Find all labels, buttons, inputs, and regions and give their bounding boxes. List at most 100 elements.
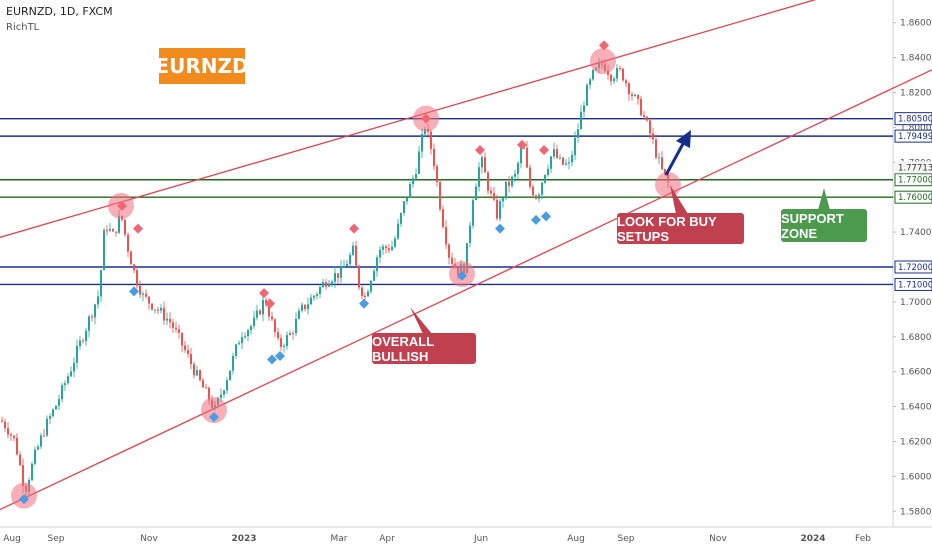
candle-body: [646, 116, 648, 121]
candle-body: [70, 371, 72, 377]
candle-body: [559, 157, 561, 159]
candle-body: [583, 105, 585, 112]
candle-body: [124, 219, 126, 235]
look-for-buy-callout: LOOK FOR BUY SETUPS: [617, 213, 744, 244]
red-diamond-marker: [349, 223, 359, 234]
candle-body: [547, 168, 549, 175]
candle-body: [19, 454, 21, 466]
candle-body: [325, 282, 327, 287]
red-diamond-marker: [539, 145, 549, 156]
candle-body: [616, 68, 618, 79]
candle-body: [469, 225, 471, 244]
candle-body: [475, 186, 477, 201]
candle-body: [412, 178, 414, 184]
level-label-box: [894, 112, 932, 126]
price-tick-label: 1.84000: [900, 54, 932, 64]
time-tick-label: Sep: [48, 534, 65, 544]
candle-body: [193, 364, 195, 376]
candle-body: [436, 166, 438, 183]
candle-body: [331, 281, 333, 285]
price-tick-label: 1.68000: [900, 333, 932, 343]
candle-body: [166, 318, 168, 321]
blue-diamond-marker: [267, 354, 277, 365]
pivot-highlight-circle: [590, 48, 616, 75]
candle-body: [61, 385, 63, 400]
candle-body: [658, 157, 660, 159]
candle-body: [397, 223, 399, 239]
overall-bullish-callout: OVERALL BULLISH: [372, 333, 476, 364]
candle-body: [586, 84, 588, 106]
look-for-buy-pointer: [670, 185, 688, 214]
blue-diamond-marker: [541, 211, 551, 222]
time-tick-label: Aug: [3, 534, 21, 544]
candle-body: [37, 446, 39, 450]
candle-body: [94, 304, 96, 318]
candle-body: [319, 287, 321, 295]
candle-body: [76, 346, 78, 363]
candle-body: [622, 68, 624, 81]
candle-body: [127, 234, 129, 252]
time-tick-label: Sep: [618, 534, 635, 544]
candle-body: [220, 394, 222, 398]
price-tick-label: 1.86000: [900, 19, 932, 29]
candle-body: [274, 319, 276, 333]
candle-body: [631, 94, 633, 96]
candle-body: [565, 163, 567, 165]
price-tick-label: 1.64000: [900, 403, 932, 413]
candle-body: [445, 227, 447, 245]
price-tick-label: 1.66000: [900, 368, 932, 378]
candle-body: [7, 428, 9, 435]
time-tick-label: Aug: [567, 534, 585, 544]
candle-body: [406, 197, 408, 202]
overall-bullish-pointer: [410, 307, 432, 334]
blue-diamond-marker: [495, 223, 505, 234]
candle-body: [577, 129, 579, 138]
candle-body: [358, 265, 360, 288]
red-diamond-marker: [133, 223, 143, 234]
blue-diamond-marker: [275, 350, 285, 361]
candle-body: [343, 266, 345, 268]
candle-body: [361, 287, 363, 296]
candle-body: [103, 230, 105, 271]
red-diamond-marker: [475, 145, 485, 156]
red-diamond-marker: [421, 113, 431, 124]
candle-body: [619, 68, 621, 70]
price-tick-label: 1.70000: [900, 298, 932, 308]
candle-body: [85, 330, 87, 342]
candle-body: [223, 390, 225, 395]
price-tick-label: 1.74000: [900, 228, 932, 238]
candle-body: [280, 338, 282, 347]
level-label: 1.77000: [898, 176, 932, 186]
support-zone-callout: SUPPORT ZONE: [781, 209, 867, 242]
candle-body: [241, 337, 243, 344]
candle-body: [340, 266, 342, 278]
candle-body: [310, 297, 312, 305]
candle-body: [517, 163, 519, 174]
red-diamond-marker: [117, 200, 127, 211]
candle-body: [43, 435, 45, 437]
candle-body: [541, 182, 543, 195]
price-tick-label: 1.58000: [900, 507, 932, 517]
candle-body: [115, 231, 117, 233]
blue-diamond-marker: [129, 286, 139, 297]
candle-body: [187, 350, 189, 355]
candle-body: [196, 370, 198, 376]
current-price-label: 1.77713: [898, 163, 932, 173]
candle-body: [508, 181, 510, 186]
candle-body: [10, 434, 12, 436]
candle-body: [238, 343, 240, 345]
candle-body: [142, 293, 144, 295]
candle-body: [256, 310, 258, 318]
candle-body: [199, 370, 201, 381]
candle-body: [355, 245, 357, 266]
candle-body: [292, 333, 294, 335]
candle-body: [262, 300, 264, 315]
candle-body: [205, 387, 207, 389]
candle-body: [283, 346, 285, 348]
candle-body: [574, 137, 576, 156]
candle-body: [388, 248, 390, 251]
candle-body: [367, 291, 369, 297]
candle-body: [571, 155, 573, 163]
